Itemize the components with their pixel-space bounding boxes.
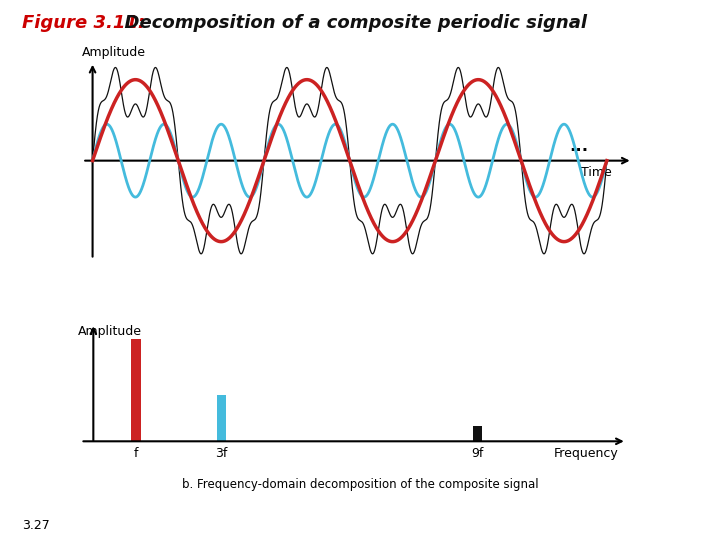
Text: ...: ... bbox=[569, 137, 588, 155]
Text: b. Frequency-domain decomposition of the composite signal: b. Frequency-domain decomposition of the… bbox=[181, 478, 539, 491]
Text: Amplitude: Amplitude bbox=[82, 46, 146, 59]
Text: Amplitude: Amplitude bbox=[78, 326, 143, 339]
Text: 3f: 3f bbox=[215, 448, 228, 461]
Text: f: f bbox=[134, 448, 138, 461]
Text: Frequency: Frequency bbox=[554, 448, 618, 461]
Text: Decomposition of a composite periodic signal: Decomposition of a composite periodic si… bbox=[112, 14, 587, 31]
Text: 3.27: 3.27 bbox=[22, 519, 50, 532]
Text: Figure 3.11:: Figure 3.11: bbox=[22, 14, 145, 31]
Bar bbox=[131, 339, 140, 441]
Text: 9f: 9f bbox=[471, 448, 484, 461]
Text: Time: Time bbox=[581, 166, 612, 179]
Bar bbox=[472, 426, 482, 441]
Bar bbox=[217, 395, 226, 441]
